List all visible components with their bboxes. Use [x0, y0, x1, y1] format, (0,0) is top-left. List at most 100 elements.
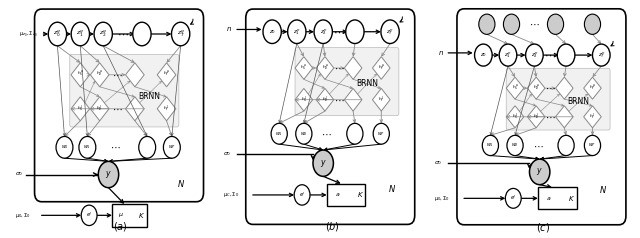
Bar [112, 204, 147, 227]
Text: $\sigma_0$: $\sigma_0$ [434, 159, 442, 167]
Text: $\mu_C, \Sigma_0$: $\mu_C, \Sigma_0$ [223, 190, 239, 199]
Text: $K$: $K$ [568, 194, 575, 203]
Circle shape [584, 14, 600, 34]
Text: $h_2^l$: $h_2^l$ [97, 104, 103, 114]
Text: $h_1^u$: $h_1^u$ [511, 84, 518, 93]
Text: $h_T^l$: $h_T^l$ [589, 112, 596, 122]
Bar [327, 183, 365, 206]
Circle shape [479, 14, 495, 34]
Polygon shape [295, 88, 313, 111]
Circle shape [56, 136, 73, 158]
Circle shape [71, 22, 90, 46]
Text: $\sigma_0$: $\sigma_0$ [15, 171, 24, 178]
Circle shape [271, 123, 287, 144]
Circle shape [99, 161, 118, 188]
Circle shape [507, 135, 523, 156]
Circle shape [296, 123, 312, 144]
Text: $\cdots$: $\cdots$ [529, 19, 540, 29]
Polygon shape [584, 77, 602, 99]
Text: $z_T^n$: $z_T^n$ [598, 50, 605, 60]
Circle shape [529, 159, 550, 185]
Polygon shape [71, 63, 90, 87]
Circle shape [263, 20, 282, 44]
Text: $h_2^u$: $h_2^u$ [532, 84, 540, 93]
Circle shape [483, 135, 499, 156]
FancyBboxPatch shape [506, 68, 610, 130]
Text: $e'$: $e'$ [510, 194, 516, 203]
Text: $\cdots$: $\cdots$ [321, 129, 332, 139]
Text: $h_T^u$: $h_T^u$ [589, 84, 596, 93]
Text: BRNN: BRNN [356, 79, 378, 88]
Circle shape [381, 20, 399, 44]
Circle shape [132, 22, 151, 46]
Polygon shape [125, 63, 144, 87]
Text: $y$: $y$ [536, 166, 543, 177]
Text: $\cdots$: $\cdots$ [545, 112, 556, 122]
Text: $w_2$: $w_2$ [511, 142, 519, 149]
Circle shape [347, 123, 363, 144]
Circle shape [313, 150, 333, 176]
Text: $z_1^n$: $z_1^n$ [293, 27, 300, 37]
Text: $N$: $N$ [177, 178, 185, 189]
Polygon shape [90, 63, 109, 87]
FancyBboxPatch shape [35, 9, 204, 202]
Polygon shape [527, 77, 545, 99]
Polygon shape [316, 88, 334, 111]
Circle shape [525, 44, 543, 66]
Text: $h_T^u$: $h_T^u$ [378, 63, 385, 73]
Text: $h_2^u$: $h_2^u$ [321, 63, 328, 73]
Text: BRNN: BRNN [568, 97, 589, 106]
Text: $\mu_0, \Sigma_0$: $\mu_0, \Sigma_0$ [15, 211, 31, 220]
Polygon shape [295, 57, 313, 79]
Text: $\cdots$: $\cdots$ [110, 142, 121, 152]
Circle shape [584, 135, 600, 156]
Text: $z_0$: $z_0$ [480, 51, 487, 59]
Circle shape [81, 205, 97, 226]
Text: $(b)$: $(b)$ [324, 220, 339, 233]
Polygon shape [344, 88, 362, 111]
Circle shape [79, 136, 96, 158]
Polygon shape [90, 97, 109, 121]
Text: $a$: $a$ [546, 195, 551, 202]
FancyBboxPatch shape [70, 55, 179, 127]
Text: $w_T$: $w_T$ [168, 143, 176, 151]
Circle shape [287, 20, 306, 44]
Text: $(a)$: $(a)$ [113, 220, 128, 233]
Text: $K$: $K$ [138, 211, 145, 220]
Text: $\mu$: $\mu$ [118, 211, 124, 219]
Text: $w_1$: $w_1$ [83, 143, 92, 151]
Text: $\sigma_0$: $\sigma_0$ [223, 150, 231, 158]
Text: $z_2^n$: $z_2^n$ [531, 50, 538, 60]
Text: $z_0^g$: $z_0^g$ [53, 29, 61, 39]
Text: $z_1^n$: $z_1^n$ [504, 50, 511, 60]
Text: $w_2$: $w_2$ [300, 130, 308, 138]
Text: $y$: $y$ [320, 158, 326, 169]
Polygon shape [584, 106, 602, 128]
Polygon shape [372, 57, 390, 79]
Polygon shape [125, 97, 144, 121]
Text: $z_T^n$: $z_T^n$ [387, 27, 394, 37]
Text: $\mu_{z_0},\Sigma_{z_0}$: $\mu_{z_0},\Sigma_{z_0}$ [19, 29, 37, 39]
Text: $z_2^g$: $z_2^g$ [99, 29, 108, 39]
Circle shape [48, 22, 67, 46]
Text: $w_T$: $w_T$ [377, 130, 385, 138]
Text: $w_T$: $w_T$ [588, 142, 596, 149]
Polygon shape [556, 77, 573, 99]
Circle shape [506, 188, 521, 208]
Circle shape [475, 44, 492, 66]
Circle shape [504, 14, 520, 34]
Circle shape [314, 20, 332, 44]
Text: $\cdots$: $\cdots$ [545, 83, 556, 93]
Text: $e'$: $e'$ [299, 191, 305, 199]
Text: $\cdots$: $\cdots$ [333, 95, 344, 105]
Text: $w_0$: $w_0$ [61, 143, 68, 151]
Text: $(c)$: $(c)$ [536, 221, 550, 233]
Text: $h_T^l$: $h_T^l$ [378, 94, 385, 105]
Circle shape [346, 20, 364, 44]
Text: $\cdots$: $\cdots$ [116, 29, 129, 39]
Text: $z_2^n$: $z_2^n$ [319, 27, 327, 37]
Text: $\cdots$: $\cdots$ [333, 63, 344, 73]
Text: $N$: $N$ [388, 183, 396, 194]
Text: $h_1^u$: $h_1^u$ [77, 70, 84, 79]
Text: $\cdots$: $\cdots$ [532, 140, 543, 150]
